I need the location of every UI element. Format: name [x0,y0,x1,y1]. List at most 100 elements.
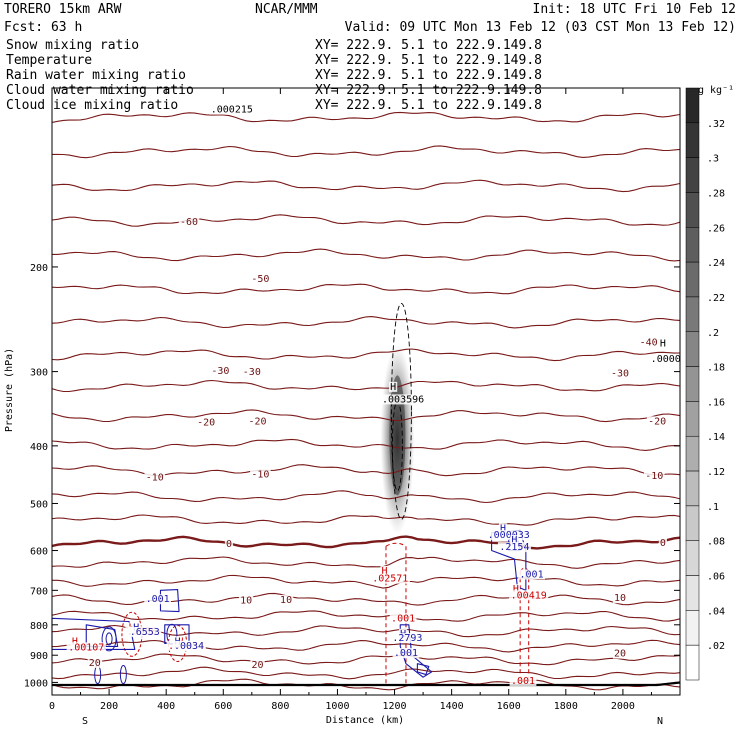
temperature-label: -20 [648,416,666,427]
field-xy: XY= 222.9. 5.1 to 222.9.149.8 [315,68,542,83]
snow-shading [380,344,415,535]
y-tick-label: 400 [30,442,48,453]
y-axis-label: Pressure (hPa) [4,348,15,432]
cloud-water-label-bg [390,633,424,644]
field-xy: XY= 222.9. 5.1 to 222.9.149.8 [315,53,542,68]
cloud-water-label: .001 [394,648,418,659]
colorbar-tick-label: .22 [707,293,725,304]
colorbar-segment [685,644,700,681]
colorbar-tick-label: .16 [707,397,725,408]
x-tick-label: 1600 [497,701,521,712]
colorbar: .32 .3 .28 .26 .24 .22 .2 .18 .16 .14 .12 .1 .08 .06.… [685,87,725,681]
temperature-label-bg [241,367,263,378]
cloud-ice-label: .0000 [651,354,681,365]
temperature-label: -30 [611,369,629,380]
field-legend: Snow mixing ratio XY= 222.9. 5.1 to 222.9… [6,38,542,113]
terrain-line [52,681,681,687]
isotherm-line [52,666,680,680]
colorbar-tick-label: .12 [707,467,725,478]
cloud-water-label-bg [498,523,508,534]
temperature-label-bg [210,366,231,377]
temperature-label-bg [638,337,659,348]
x-tick-label: 1400 [440,701,464,712]
cloud-water-label-bg [392,648,420,659]
temperature-label-bg [178,216,200,227]
temperature-label-bg [278,594,294,605]
temperature-label-bg [238,595,254,606]
y-tick-label: 600 [30,547,48,558]
temperature-label: 10 [614,593,626,604]
rain-water-label: H [72,636,78,647]
rain-water-label-bg [509,675,537,686]
temperature-label-bg [250,659,265,670]
colorbar-segment [685,505,700,541]
isotherm-line [52,574,680,589]
isotherm-line [52,490,680,504]
isotherm-line [52,535,680,550]
x-tick-label: 1000 [325,701,349,712]
isotherm-line [52,556,680,569]
field-xy: XY= 222.9. 5.1 to 222.9.149.8 [315,83,542,98]
x-tick-label: 200 [100,701,118,712]
cloud-water-label: .001 [520,569,544,580]
isotherm-line [52,179,680,193]
isotherm-line [52,248,680,262]
field-xy: XY= 222.9. 5.1 to 222.9.149.8 [315,38,542,53]
cloud-water-cell [101,626,117,652]
field-name: Cloud water mixing ratio [6,83,194,98]
colorbar-segment [685,192,700,228]
colorbar-tick-label: .06 [707,572,725,583]
temperature-label-bg [144,472,166,483]
isotherm-line [52,111,680,123]
temperature-label: 20 [614,649,626,660]
cloud-water-label: H [500,523,506,534]
cloud-water-contour [85,624,119,648]
cloud-water-label-bg [128,626,162,637]
temperature-label-bg [646,416,668,427]
isotherm-line [52,348,680,362]
temperature-label-bg [612,593,628,604]
x-tick-label: 600 [214,701,232,712]
colorbar-segment [685,401,700,437]
temperature-label-bg [609,368,631,379]
cloud-ice-label-bg [209,104,255,115]
temperature-label-bg [612,648,628,659]
temperature-label-bg [658,538,667,549]
colorbar-segment [685,366,700,402]
colorbar-tick-label: .08 [707,537,725,548]
y-tick-label: 500 [30,499,48,510]
valid-time: Valid: 09 UTC Mon 13 Feb 12 (03 CST Mon … [345,20,736,35]
cloud-water-label: .001 [146,594,170,605]
init-time: Init: 18 UTC Fri 10 Feb 12 [533,2,737,17]
rain-water-label: .02571 [372,574,408,585]
field-name: Rain water mixing ratio [6,68,186,83]
colorbar-tick-label: .3 [707,154,719,165]
snow-label-bg [389,381,398,392]
y-tick-label: 300 [30,368,48,379]
colorbar-tick-label: .28 [707,188,725,199]
y-tick-label: 200 [30,263,48,274]
temperature-label: -30 [243,367,261,378]
axes: 0 200 400 600 800 1000 1200 1400 1600 1800 2000200… [24,88,680,712]
temperature-label: -20 [197,418,215,429]
colorbar-tick-label: .14 [707,432,725,443]
x-axis-label: Distance (km) [326,715,404,726]
snow-label: .003596 [382,394,424,405]
temperature-label-bg [224,539,234,550]
cloud-water-label-bg [510,535,519,546]
colorbar-segment [685,122,700,158]
temperature-label: -20 [248,416,266,427]
field-name: Snow mixing ratio [6,38,139,53]
temperature-label-bg [644,471,665,482]
model-title: TORERO 15km ARW [4,2,122,17]
cloud-water-cell [105,632,113,646]
direction-south: S [82,716,88,727]
field-name: Temperature [6,53,92,68]
temperature-label: 10 [280,595,292,606]
cloud-water-contour [416,663,430,676]
colorbar-tick-label: .24 [707,258,725,269]
colorbar-segment [685,610,700,646]
colorbar-segment [685,540,700,576]
rain-water-label: .001 [391,614,415,625]
